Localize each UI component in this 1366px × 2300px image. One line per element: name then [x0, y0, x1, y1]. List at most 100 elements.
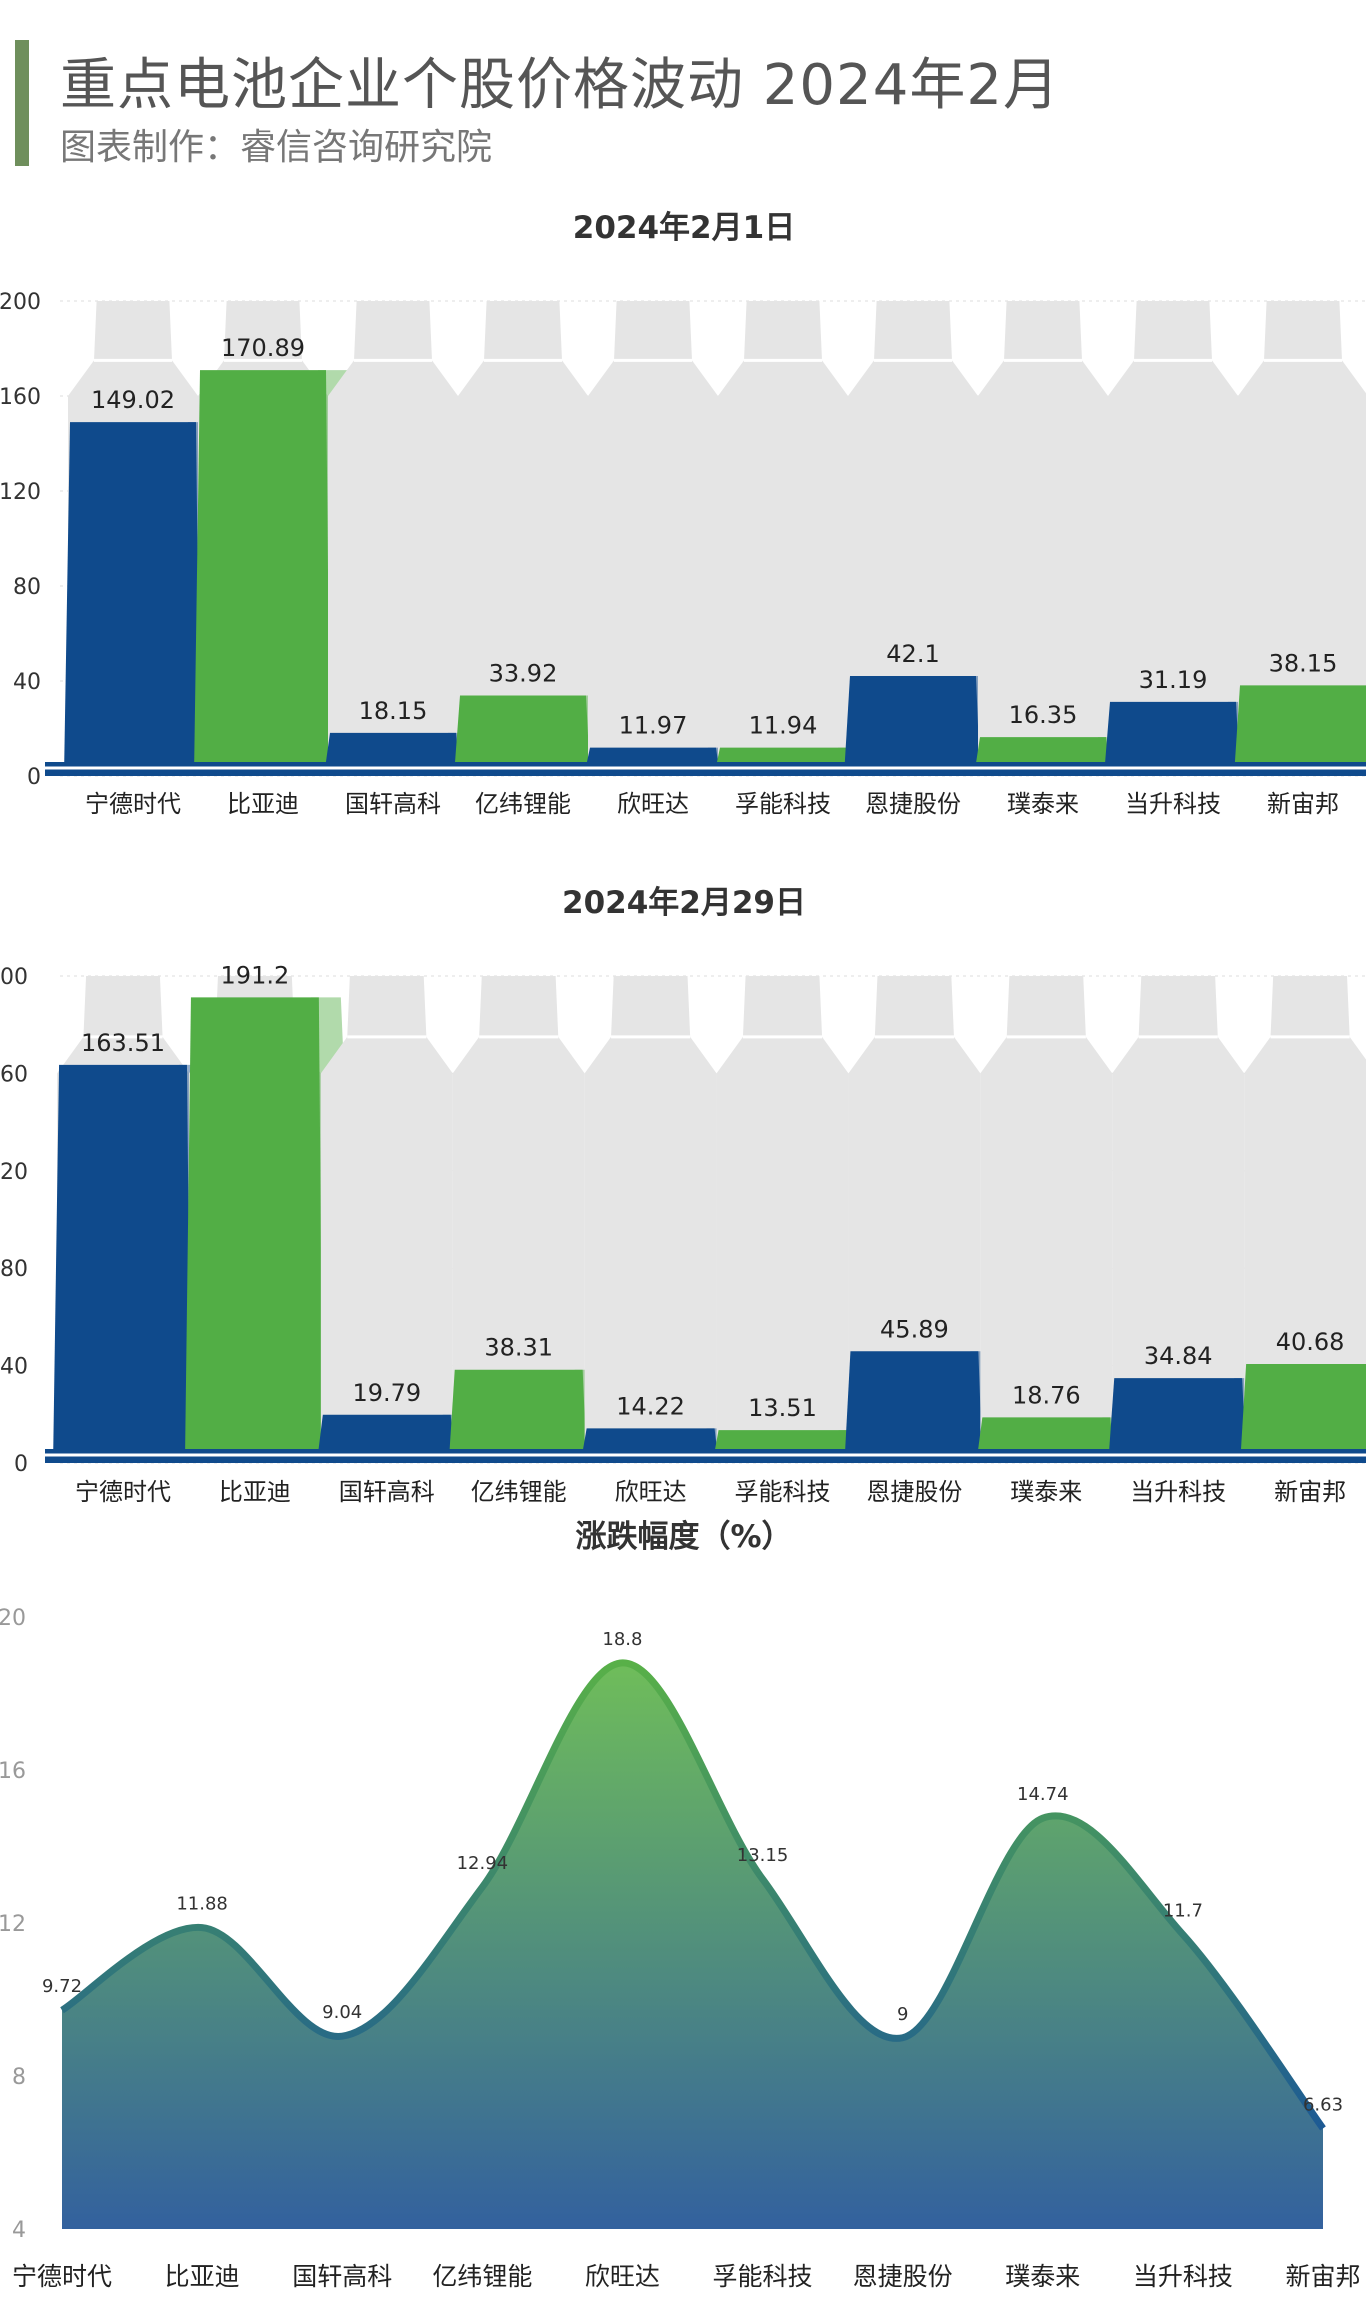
chart1-x-label: 璞泰来: [1007, 790, 1079, 818]
chart1-x-label: 国轩高科: [345, 790, 441, 818]
chart3-x-label: 比亚迪: [165, 2262, 240, 2291]
chart1-x-label: 新宙邦: [1267, 790, 1339, 818]
chart1-x-label: 恩捷股份: [865, 790, 961, 818]
chart2-bar-background: [320, 976, 453, 1463]
chart3-x-label: 新宙邦: [1285, 2262, 1360, 2291]
chart2-bar: [53, 1064, 191, 1463]
chart1-y-tick: 80: [13, 575, 41, 600]
chart1-y-tick: 160: [0, 385, 41, 410]
chart2-data-label: 45.89: [880, 1315, 949, 1343]
chart2-bar: [1108, 1378, 1247, 1463]
chart2-bar-background: [716, 976, 849, 1463]
chart2-bar: [1240, 1363, 1366, 1463]
chart3-y-tick: 20: [0, 1606, 26, 1631]
chart3-x-label: 孚能科技: [713, 2262, 813, 2291]
chart1-bar-background: [1108, 301, 1238, 776]
chart3-data-label: 11.7: [1163, 1900, 1203, 1921]
chart2-data-label: 191.2: [221, 961, 290, 989]
chart2-data-label: 18.76: [1012, 1381, 1081, 1409]
chart3-x-label: 恩捷股份: [853, 2262, 953, 2291]
chart1-bar-background: [458, 301, 588, 776]
chart3-y-tick: 4: [12, 2218, 26, 2243]
chart3-x-label: 宁德时代: [12, 2262, 112, 2291]
chart1-x-label: 当升科技: [1125, 790, 1221, 818]
chart2-y-tick: 200: [0, 965, 28, 990]
chart1-data-label: 170.89: [221, 334, 305, 362]
chart1-title: 2024年2月1日: [573, 210, 795, 246]
chart1-data-label: 31.19: [1139, 666, 1208, 694]
chart1-x-label: 孚能科技: [735, 790, 831, 818]
chart2-x-label: 当升科技: [1130, 1478, 1226, 1506]
chart2-data-label: 163.51: [81, 1029, 165, 1057]
chart1-data-label: 18.15: [359, 697, 428, 725]
chart2-bar-background: [1244, 976, 1366, 1463]
chart3-data-label: 14.74: [1017, 1784, 1069, 1805]
chart2-bar: [184, 997, 323, 1463]
chart1-bar: [844, 676, 980, 776]
chart2-bar: [844, 1351, 983, 1463]
chart2-x-label: 恩捷股份: [866, 1478, 962, 1506]
chart3-area: [62, 1662, 1323, 2229]
title-accent-bar: [15, 40, 29, 166]
chart2-data-label: 34.84: [1144, 1342, 1213, 1370]
chart2-data-label: 19.79: [352, 1379, 421, 1407]
chart2-bar: [448, 1369, 587, 1463]
chart2-data-label: 13.51: [748, 1394, 817, 1422]
chart1-bar-background: [328, 301, 458, 776]
chart1-y-tick: 120: [0, 480, 41, 505]
chart2-bar-background: [1112, 976, 1245, 1463]
chart1-data-label: 38.15: [1269, 649, 1338, 677]
chart3-data-label: 18.8: [602, 1629, 642, 1650]
chart2-y-tick: 40: [0, 1355, 28, 1380]
chart1-bar-background: [588, 301, 718, 776]
chart2-x-label: 比亚迪: [219, 1478, 291, 1506]
chart2-title: 2024年2月29日: [562, 885, 806, 921]
chart3-data-label: 11.88: [176, 1894, 228, 1915]
chart2-bar-background: [848, 976, 981, 1463]
chart1-bar: [454, 695, 590, 776]
chart3-data-label: 12.94: [457, 1853, 509, 1874]
chart3-x-label: 亿纬锂能: [432, 2262, 532, 2291]
chart1-bar-background: [978, 301, 1108, 776]
chart1-y-tick: 0: [27, 765, 41, 790]
chart1-data-label: 11.97: [619, 712, 688, 740]
chart2-x-label: 宁德时代: [75, 1478, 171, 1506]
chart3-data-label: 13.15: [737, 1845, 789, 1866]
chart2-x-label: 璞泰来: [1010, 1478, 1082, 1506]
chart3-data-label: 9.72: [42, 1976, 82, 1997]
chart1-bar-background: [718, 301, 848, 776]
chart3-x-label: 当升科技: [1133, 2262, 1233, 2291]
chart1-data-label: 16.35: [1009, 701, 1078, 729]
chart2-y-tick: 120: [0, 1160, 28, 1185]
page-subtitle: 图表制作：睿信咨询研究院: [60, 127, 493, 168]
chart1-data-label: 11.94: [749, 712, 818, 740]
chart1-x-label: 宁德时代: [85, 790, 181, 818]
chart3-title: 涨跌幅度（%）: [575, 1519, 792, 1555]
chart2-y-tick: 0: [14, 1452, 28, 1477]
chart3-x-label: 国轩高科: [292, 2262, 392, 2291]
chart3-y-tick: 16: [0, 1759, 26, 1784]
chart2-x-label: 国轩高科: [339, 1478, 435, 1506]
chart3-data-label: 9: [897, 2004, 908, 2025]
chart1-bar-background: [1238, 301, 1366, 776]
chart1-data-label: 42.1: [886, 640, 939, 668]
chart2-x-label: 亿纬锂能: [471, 1478, 567, 1506]
chart1-bar: [64, 422, 200, 776]
chart3-line: [60, 1659, 1326, 2131]
chart1-y-tick: 40: [13, 670, 41, 695]
chart3-x-label: 璞泰来: [1005, 2262, 1080, 2291]
chart3-y-tick: 8: [12, 2065, 26, 2090]
chart1-y-tick: 200: [0, 290, 41, 315]
chart1-data-label: 33.92: [489, 659, 558, 687]
chart2-y-tick: 160: [0, 1062, 28, 1087]
chart3-x-label: 欣旺达: [585, 2262, 660, 2291]
chart2-x-label: 新宙邦: [1274, 1478, 1346, 1506]
chart2-bar-background: [980, 976, 1113, 1463]
chart3-data-label: 9.04: [322, 2002, 362, 2023]
chart2-data-label: 14.22: [616, 1392, 685, 1420]
chart2-bar-background: [584, 976, 717, 1463]
chart1-data-label: 149.02: [91, 386, 175, 414]
chart1-x-label: 亿纬锂能: [475, 790, 571, 818]
chart1-bar: [1104, 701, 1240, 776]
